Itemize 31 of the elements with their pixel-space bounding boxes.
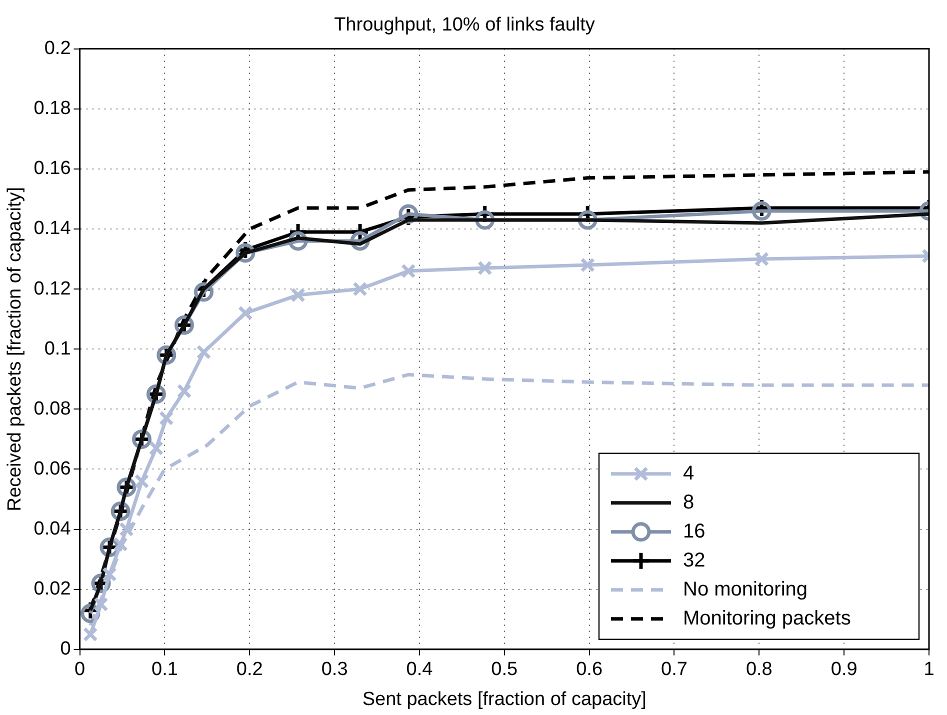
x-tick-label: 0.5 xyxy=(491,659,518,680)
x-tick-label: 0.4 xyxy=(406,659,434,680)
legend-label: 8 xyxy=(683,491,694,514)
y-tick-label: 0 xyxy=(60,638,71,660)
y-tick-label: 0.12 xyxy=(34,278,71,300)
y-tick-label: 0.14 xyxy=(34,218,72,240)
y-axis-title: Received packets [fraction of capacity] xyxy=(4,186,26,512)
x-tick-label: 0.1 xyxy=(151,659,178,680)
x-tick-label: 0.8 xyxy=(746,659,772,680)
y-tick-label: 0.2 xyxy=(44,38,71,60)
legend-label: 4 xyxy=(683,462,694,484)
x-tick-label: 0.9 xyxy=(830,659,858,680)
y-tick-label: 0.08 xyxy=(34,398,71,420)
legend-label: No monitoring xyxy=(683,578,808,600)
chart-title: Throughput, 10% of links faulty xyxy=(334,14,596,36)
y-tick-label: 0.02 xyxy=(34,578,71,600)
y-tick-label: 0.1 xyxy=(44,338,71,360)
x-tick-label: 0.3 xyxy=(321,659,348,680)
x-tick-label: 0 xyxy=(74,659,86,680)
legend-label: Monitoring packets xyxy=(683,607,851,630)
y-tick-label: 0.04 xyxy=(34,518,72,540)
y-tick-label: 0.16 xyxy=(34,158,71,180)
x-tick-label: 0.6 xyxy=(576,659,603,680)
legend-label: 32 xyxy=(683,549,706,572)
y-tick-label: 0.06 xyxy=(34,458,71,480)
y-tick-label: 0.18 xyxy=(34,98,71,120)
x-tick-label: 0.2 xyxy=(236,659,263,680)
x-tick-label: 1 xyxy=(924,659,934,680)
x-axis-title: Sent packets [fraction of capacity] xyxy=(362,688,646,710)
x-tick-label: 0.7 xyxy=(661,659,688,680)
legend-label: 16 xyxy=(683,520,706,542)
